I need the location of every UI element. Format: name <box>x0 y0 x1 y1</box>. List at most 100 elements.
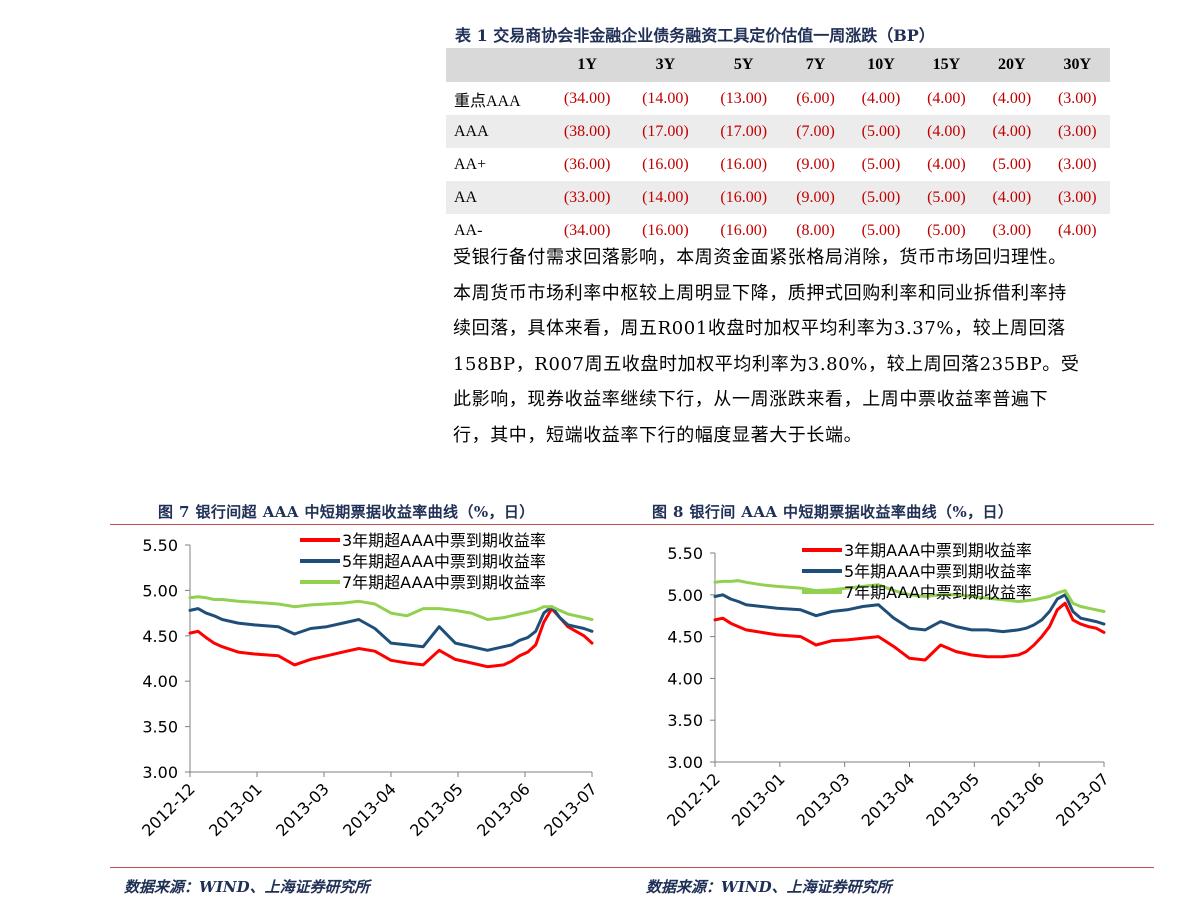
x-tick-label: 2013-01 <box>205 779 266 840</box>
legend-label-3: 7年期超AAA中票到期收益率 <box>342 573 546 592</box>
table-cell: (5.00) <box>913 181 980 214</box>
figure-8-source: 数据来源：WIND、上海证券研究所 <box>646 878 892 896</box>
table-header-cell: 15Y <box>913 48 980 82</box>
table-row: AA+ (36.00) (16.00) (16.00) (9.00) (5.00) (4.0… <box>446 148 1110 181</box>
x-tick-label: 2013-03 <box>272 779 333 840</box>
table-header-cell: 10Y <box>848 48 914 82</box>
series-line-1 <box>188 607 594 669</box>
figure-7-top-rule <box>110 524 636 525</box>
table-cell: (13.00) <box>720 89 768 107</box>
table-row: AA (33.00) (14.00) (16.00) (9.00) (5.00) (5.00… <box>446 181 1110 214</box>
y-tick-label: 3.00 <box>142 763 178 782</box>
y-tick-label: 5.50 <box>142 536 178 555</box>
legend-label-1: 3年期AAA中票到期收益率 <box>844 541 1032 560</box>
x-tick-label: 2013-07 <box>1052 769 1113 830</box>
x-tick-label: 2013-03 <box>793 769 854 830</box>
table-header-cell: 1Y <box>548 48 627 82</box>
table-cell: (7.00) <box>782 115 849 148</box>
legend-label-3: 7年期AAA中票到期收益率 <box>844 583 1032 602</box>
table-row-label: AA- <box>454 221 483 239</box>
series-line-2 <box>713 593 1106 634</box>
table-cell: (33.00) <box>548 181 627 214</box>
table-row: AA- (34.00) (16.00) (16.00) (8.00) (5.00) (5.0… <box>446 214 1110 247</box>
table-cell: (16.00) <box>642 155 689 173</box>
table-cell: (3.00) <box>1044 181 1110 214</box>
table-cell: (4.00) <box>913 115 980 148</box>
y-tick-label: 3.00 <box>667 753 703 772</box>
table-header-cell: 20Y <box>979 48 1045 82</box>
table-row-label: AA+ <box>454 155 487 173</box>
figure-8-top-rule <box>636 524 1154 525</box>
y-tick-label: 4.50 <box>142 627 178 646</box>
x-tick-label: 2013-05 <box>406 779 467 840</box>
y-tick-label: 5.50 <box>667 544 703 563</box>
series-line-2 <box>188 605 594 652</box>
y-tick-label: 5.00 <box>142 581 178 600</box>
yield-change-table: 1Y 3Y 5Y 7Y 10Y 15Y 20Y 30Y 重点AAA (34.00) (14.00)… <box>446 48 1110 247</box>
table-cell: (17.00) <box>626 115 705 148</box>
table-title: 表 1 交易商协会非金融企业债务融资工具定价估值一周涨跌（BP） <box>455 26 935 45</box>
x-tick-label: 2013-07 <box>540 779 601 840</box>
x-tick-label: 2013-06 <box>987 769 1048 830</box>
figure-7-bottom-rule <box>110 867 636 868</box>
table-cell: (4.00) <box>979 181 1045 214</box>
table-header-row: 1Y 3Y 5Y 7Y 10Y 15Y 20Y 30Y <box>446 48 1110 82</box>
x-tick-label: 2013-06 <box>473 779 534 840</box>
table-header-corner <box>446 48 548 82</box>
table-body: 重点AAA (34.00) (14.00) (13.00) (6.00) (4.00) (4… <box>446 82 1110 247</box>
figure-7-source: 数据来源：WIND、上海证券研究所 <box>124 878 370 896</box>
table-cell: (6.00) <box>796 89 835 107</box>
figure-8-bottom-rule <box>636 867 1154 868</box>
table-cell: (3.00) <box>992 221 1032 239</box>
x-tick-label: 2012-12 <box>138 779 199 840</box>
x-tick-label: 2012-12 <box>663 769 724 830</box>
table-cell: (14.00) <box>642 89 689 107</box>
table-cell: (4.00) <box>927 155 966 173</box>
table-cell: (16.00) <box>642 221 689 239</box>
table-cell: (4.00) <box>927 89 966 107</box>
table-cell: (3.00) <box>1057 155 1097 173</box>
table-cell: (4.00) <box>992 89 1032 107</box>
table-row: 重点AAA (34.00) (14.00) (13.00) (6.00) (4.00) (4… <box>446 82 1110 115</box>
y-tick-label: 4.00 <box>142 672 178 691</box>
table-cell: (34.00) <box>563 89 611 107</box>
table-cell: (14.00) <box>626 181 705 214</box>
body-paragraph: 受银行备付需求回落影响，本周资金面紧张格局消除，货币市场回归理性。本周货币市场利… <box>453 247 1080 446</box>
table-header-cell: 5Y <box>704 48 783 82</box>
table-cell: (9.00) <box>782 181 849 214</box>
table-cell: (17.00) <box>704 115 783 148</box>
table-header-cell: 3Y <box>626 48 705 82</box>
x-tick-label: 2013-04 <box>858 769 919 830</box>
table-cell: (5.00) <box>848 115 914 148</box>
x-tick-label: 2013-04 <box>339 779 400 840</box>
x-tick-label: 2013-01 <box>728 769 789 830</box>
table-row-label: 重点AAA <box>454 92 521 110</box>
table-cell: (5.00) <box>848 181 914 214</box>
table-row-label: AA <box>446 181 548 214</box>
legend-label-2: 5年期超AAA中票到期收益率 <box>342 552 546 571</box>
table-header-cell: 7Y <box>782 48 849 82</box>
table-cell: (5.00) <box>927 221 966 239</box>
table-cell: (34.00) <box>563 221 611 239</box>
table-cell: (4.00) <box>979 115 1045 148</box>
table-cell: (5.00) <box>992 155 1032 173</box>
table-cell: (3.00) <box>1057 89 1097 107</box>
legend-label-1: 3年期超AAA中票到期收益率 <box>342 531 546 550</box>
table-cell: (16.00) <box>720 155 768 173</box>
table-cell: (16.00) <box>704 181 783 214</box>
table-cell: (38.00) <box>548 115 627 148</box>
series-line-3 <box>713 579 1106 613</box>
table-row: AAA (38.00) (17.00) (17.00) (7.00) (5.00) (4.0… <box>446 115 1110 148</box>
table-cell: (4.00) <box>861 89 901 107</box>
y-tick-label: 4.00 <box>667 669 703 688</box>
x-tick-label: 2013-05 <box>922 769 983 830</box>
legend-label-2: 5年期AAA中票到期收益率 <box>844 562 1032 581</box>
table-cell: (8.00) <box>796 221 835 239</box>
y-tick-label: 3.50 <box>142 718 178 737</box>
y-tick-label: 5.00 <box>667 586 703 605</box>
table-cell: (4.00) <box>1057 221 1097 239</box>
series-line-3 <box>188 595 594 621</box>
series-line-1 <box>713 601 1106 662</box>
